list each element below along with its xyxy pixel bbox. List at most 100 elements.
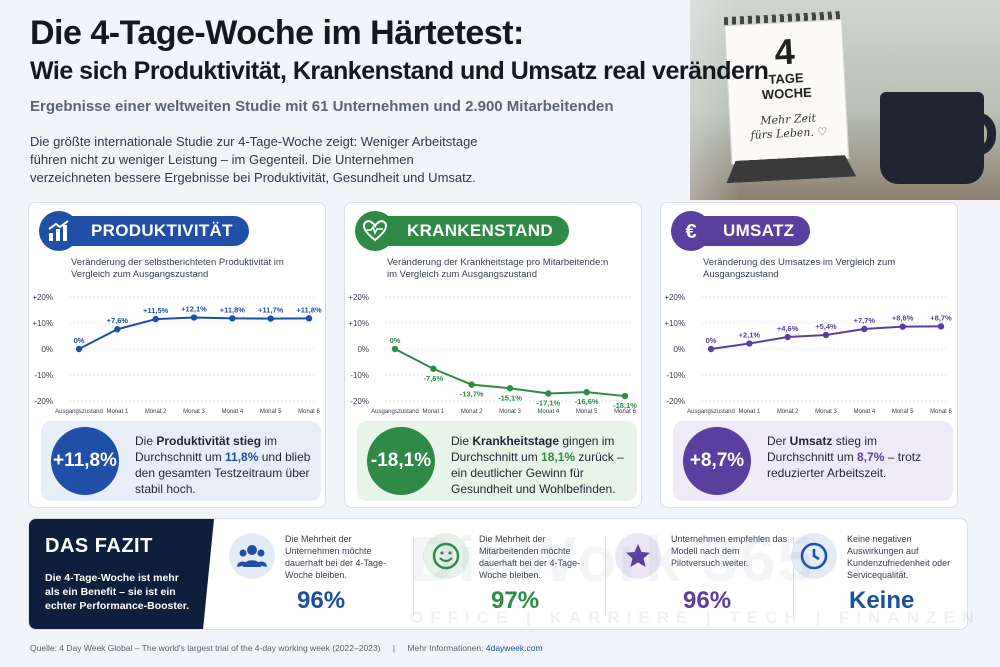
- x-tick-label: Monat 4: [853, 409, 875, 415]
- data-point: [707, 345, 715, 353]
- y-tick-label: 0%: [357, 345, 369, 354]
- data-point: [746, 340, 753, 347]
- data-label: -17,1%: [536, 398, 560, 407]
- chart-umsatz: +20% +10% 0% -10% -20% 0% Ausgangszustand +2,1%…: [664, 293, 952, 415]
- data-label: 0%: [74, 336, 85, 345]
- x-tick-label: Monat 5: [576, 409, 598, 415]
- card-produktivitaet: PRODUKTIVITÄT Veränderung der selbstberi…: [28, 202, 326, 508]
- intro-text: Die größte internationale Studie zur 4-T…: [30, 134, 478, 185]
- y-tick-label: +10%: [348, 319, 369, 328]
- y-tick-label: -10%: [350, 371, 369, 380]
- y-tick-label: +20%: [348, 293, 369, 302]
- data-label: -7,6%: [424, 374, 444, 383]
- x-tick-label: Ausgangszustand: [371, 409, 419, 415]
- x-tick-label: Monat 6: [614, 409, 636, 415]
- fazit-panel: DAS FAZIT Die 4-Tage-Woche ist mehr als …: [28, 518, 968, 630]
- data-label: +5,4%: [815, 322, 837, 331]
- x-tick-label: Monat 4: [221, 409, 243, 415]
- y-tick-label: 0%: [673, 345, 685, 354]
- source-text: Quelle: 4 Day Week Global – The world's …: [30, 643, 381, 653]
- euro-icon: €: [671, 211, 711, 251]
- data-point: [75, 345, 83, 353]
- heartbeat-icon: [355, 211, 395, 251]
- data-label: -13,7%: [460, 390, 484, 399]
- x-tick-label: Ausgangszustand: [55, 409, 103, 415]
- y-tick-label: -10%: [666, 371, 685, 380]
- smiley-icon: [423, 533, 469, 579]
- fazit-item-quality: Keine negativen Auswirkungen auf Kundenz…: [783, 519, 967, 629]
- watermark-tagline: OFFICE | KARRIERE | TECH | FINANZEN: [410, 608, 981, 627]
- x-tick-label: Monat 5: [892, 409, 914, 415]
- title-line1: Die 4-Tage-Woche im Härtetest:: [30, 14, 524, 52]
- svg-text:€: €: [685, 221, 696, 243]
- page-title: Die 4-Tage-Woche im Härtetest: Wie sich …: [30, 14, 769, 86]
- y-tick-label: -20%: [666, 397, 685, 406]
- card-title-pill: PRODUKTIVITÄT: [51, 216, 249, 246]
- y-tick-label: +10%: [32, 319, 53, 328]
- data-label: +11,5%: [143, 306, 169, 315]
- data-label: +7,6%: [107, 316, 129, 325]
- page-subtitle: Ergebnisse einer weltweiten Studie mit 6…: [30, 98, 614, 115]
- data-point: [229, 315, 236, 322]
- y-tick-label: -20%: [350, 397, 369, 406]
- data-point: [583, 388, 590, 396]
- x-tick-label: Monat 1: [106, 409, 128, 415]
- data-point: [545, 390, 552, 397]
- card-title-pill: KRANKENSTAND: [367, 216, 569, 246]
- fazit-item-text: Keine negativen Auswirkungen auf Kundenz…: [847, 534, 951, 580]
- x-tick-label: Monat 5: [260, 409, 282, 415]
- result-circle: +8,7%: [683, 427, 751, 495]
- fazit-item-text: Unternehmen empfehlen das Modell nach de…: [671, 534, 788, 568]
- data-point: [152, 315, 159, 323]
- divider: [605, 537, 606, 615]
- clock-icon: [791, 533, 837, 579]
- fazit-title: DAS FAZIT: [45, 535, 153, 557]
- fazit-item-value: 96%: [683, 587, 732, 614]
- data-point: [621, 392, 629, 400]
- data-point: [305, 315, 313, 322]
- result-box: -18,1% Die Krankheitstage gingen im Durc…: [357, 421, 637, 501]
- x-tick-label: Monat 1: [422, 409, 444, 415]
- card-umsatz: UMSATZ € Veränderung des Umsatzes im Ver…: [660, 202, 958, 508]
- footer-separator: |: [392, 643, 396, 653]
- fazit-item-value: Keine: [849, 587, 915, 614]
- x-tick-label: Monat 3: [183, 409, 205, 415]
- y-tick-label: 0%: [41, 345, 53, 354]
- data-point: [468, 381, 475, 388]
- result-box: +11,8% Die Produktivität stieg im Durchs…: [41, 421, 321, 501]
- x-tick-label: Monat 3: [815, 409, 837, 415]
- fazit-item-companies: Die Mehrheit der Unternehmen möchte daue…: [221, 519, 407, 629]
- chart-produktivitaet: +20% +10% 0% -10% -20% 0% Ausgangszustand +7,6%…: [32, 293, 322, 415]
- divider: [413, 537, 414, 615]
- data-point: [937, 323, 945, 330]
- card-krankenstand: KRANKENSTAND Veränderung der Krankheitst…: [344, 202, 642, 508]
- fazit-item-recommend: Unternehmen empfehlen das Modell nach de…: [607, 519, 793, 629]
- background-fade: [600, 0, 740, 200]
- data-label: +4,6%: [777, 324, 799, 333]
- x-tick-label: Ausgangszustand: [687, 409, 735, 415]
- data-label: +12,1%: [181, 305, 207, 314]
- fazit-item-text: Die Mehrheit der Unternehmen möchte daue…: [285, 534, 387, 580]
- x-tick-label: Monat 2: [777, 409, 799, 415]
- fazit-item-value: 96%: [297, 587, 346, 614]
- data-label: +11,8%: [220, 305, 246, 314]
- x-tick-label: Monat 2: [461, 409, 483, 415]
- y-tick-label: +10%: [664, 319, 685, 328]
- card-description: Veränderung der Krankheitstage pro Mitar…: [387, 257, 609, 280]
- fazit-item-employees: Die Mehrheit der Mitarbeitenden möchte d…: [415, 519, 601, 629]
- coffee-mug-handle: [962, 112, 996, 156]
- x-tick-label: Monat 3: [499, 409, 521, 415]
- data-label: +11,8%: [296, 305, 322, 314]
- result-circle: -18,1%: [367, 427, 435, 495]
- x-tick-label: Monat 4: [537, 409, 559, 415]
- data-point: [114, 326, 121, 333]
- data-label: 0%: [390, 336, 401, 345]
- more-info-link[interactable]: 4dayweek.com: [485, 643, 543, 653]
- y-tick-label: +20%: [32, 293, 53, 302]
- data-label: +2,1%: [739, 331, 761, 340]
- data-point: [861, 325, 868, 333]
- data-point: [506, 385, 514, 392]
- x-tick-label: Monat 1: [738, 409, 760, 415]
- y-tick-label: -20%: [34, 397, 53, 406]
- data-label: +7,7%: [854, 316, 876, 325]
